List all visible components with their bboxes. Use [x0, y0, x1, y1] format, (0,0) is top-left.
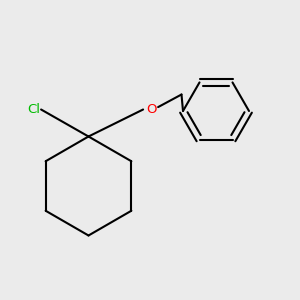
Text: O: O — [146, 103, 157, 116]
Text: Cl: Cl — [27, 103, 40, 116]
